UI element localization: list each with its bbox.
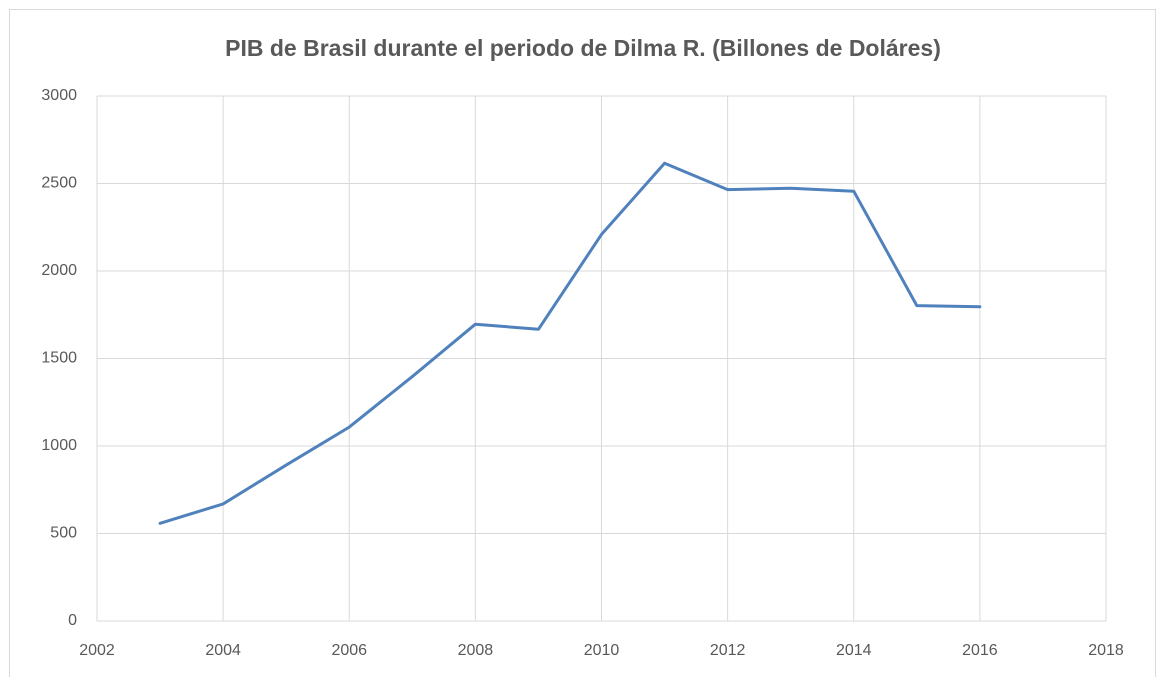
y-tick-label: 2500 xyxy=(41,175,77,192)
y-tick-label: 1500 xyxy=(41,350,77,367)
y-tick-label: 3000 xyxy=(41,87,77,104)
x-tick-label: 2010 xyxy=(584,642,620,659)
x-tick-label: 2018 xyxy=(1088,642,1124,659)
chart-title: PIB de Brasil durante el periodo de Dilm… xyxy=(225,35,941,61)
x-tick-label: 2008 xyxy=(458,642,494,659)
chart-frame xyxy=(9,9,1156,682)
x-tick-label: 2012 xyxy=(710,642,746,659)
y-tick-label: 2000 xyxy=(41,262,77,279)
x-tick-label: 2004 xyxy=(205,642,241,659)
x-tick-label: 2014 xyxy=(836,642,872,659)
x-tick-label: 2002 xyxy=(79,642,115,659)
y-tick-label: 1000 xyxy=(41,437,77,454)
y-tick-label: 0 xyxy=(68,612,77,629)
x-tick-label: 2016 xyxy=(962,642,998,659)
x-tick-label: 2006 xyxy=(331,642,367,659)
data-line xyxy=(158,161,982,525)
y-tick-label: 500 xyxy=(50,525,77,542)
